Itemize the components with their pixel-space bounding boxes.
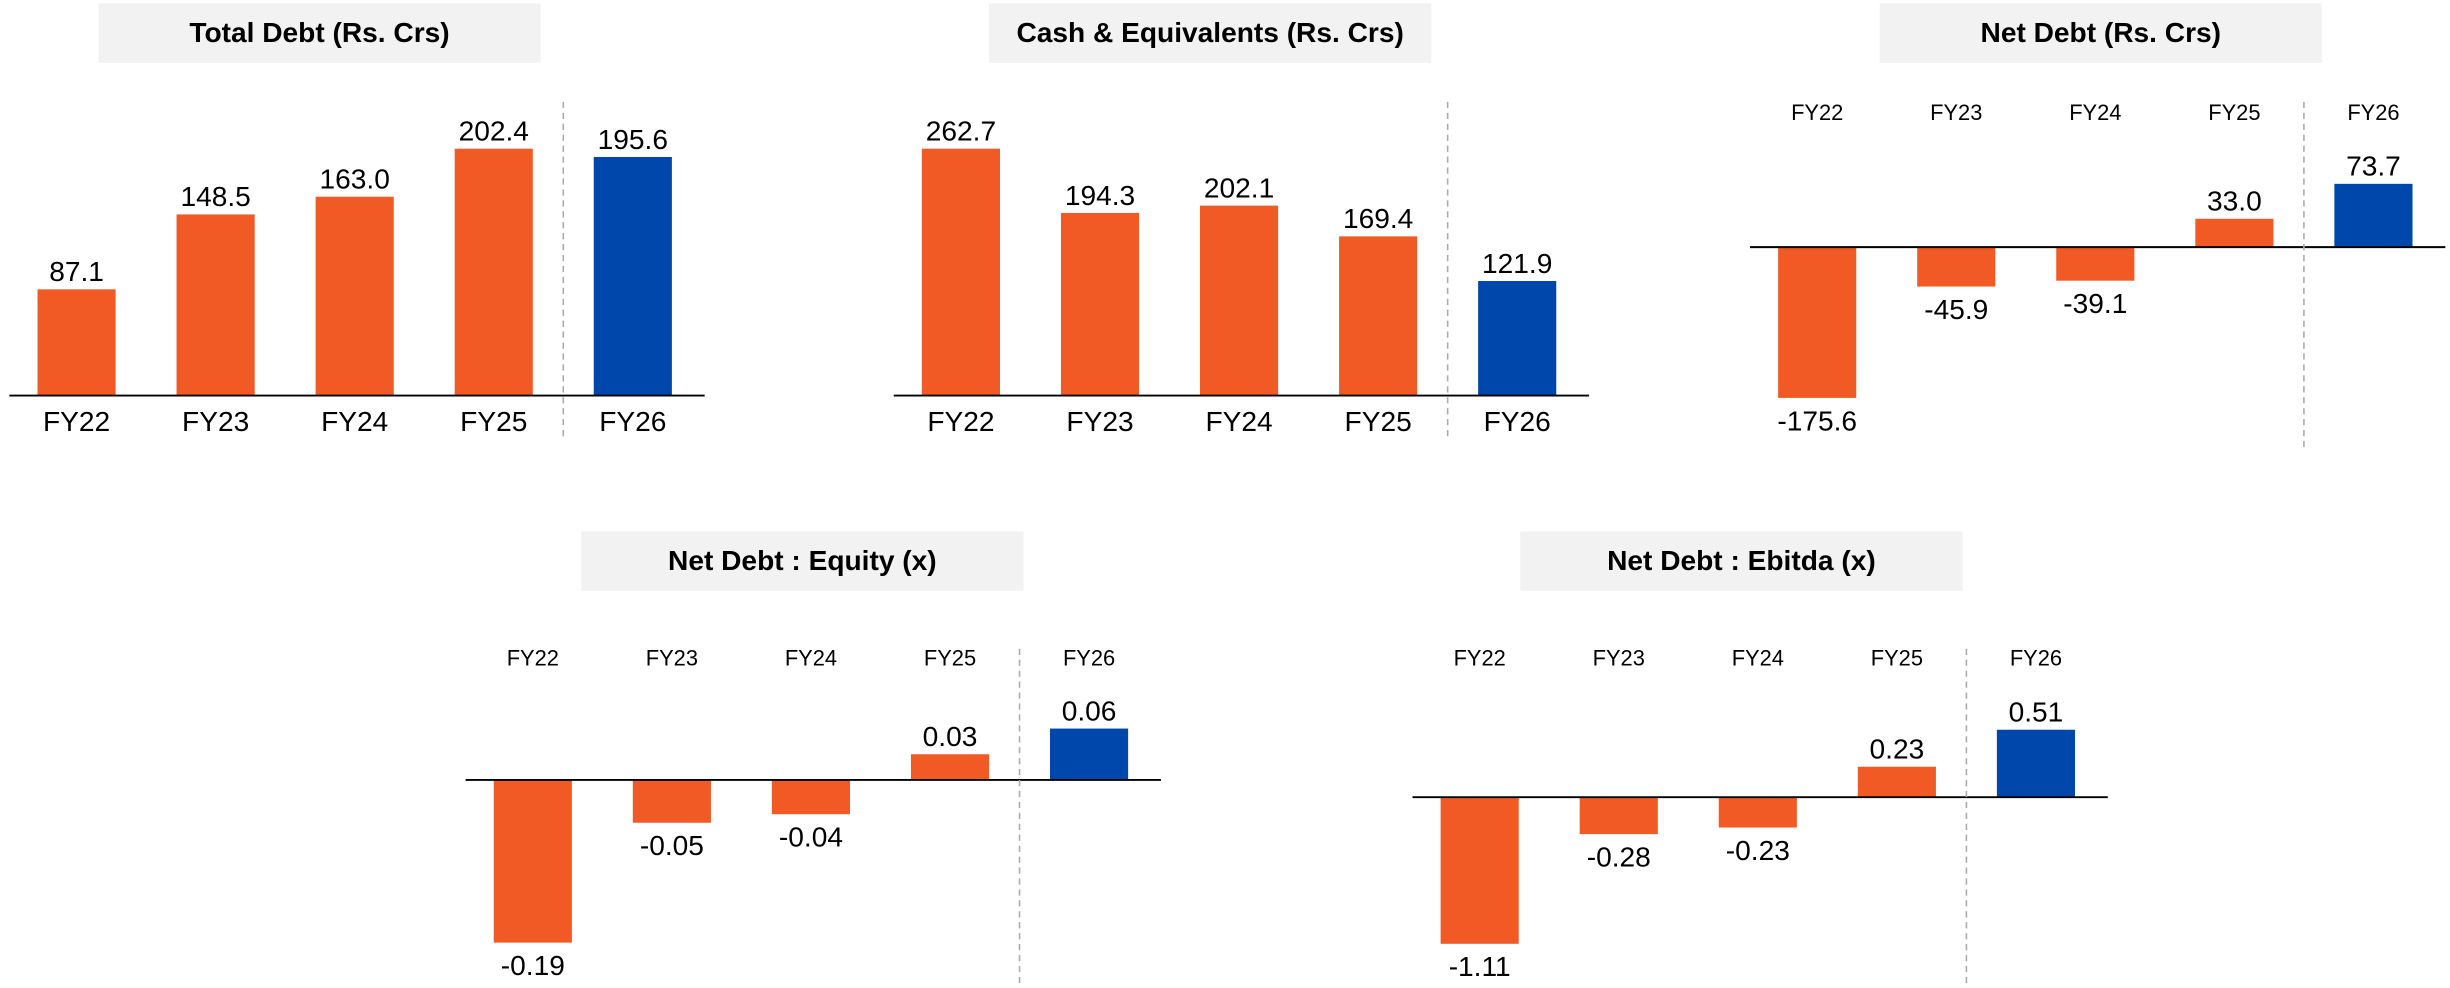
bar — [1478, 281, 1557, 396]
data-label: 87.1 — [49, 256, 104, 287]
bar — [1339, 236, 1418, 396]
bar — [1778, 247, 1857, 398]
category-label: FY22 — [1454, 645, 1506, 670]
data-label: 121.9 — [1482, 248, 1552, 279]
bar — [632, 779, 711, 823]
bar — [771, 779, 850, 815]
category-label: FY24 — [785, 645, 837, 670]
data-label: -0.19 — [501, 950, 565, 981]
category-label: FY22 — [507, 645, 559, 670]
data-label: 148.5 — [180, 181, 250, 212]
category-label: FY24 — [1732, 645, 1784, 670]
title-box — [98, 3, 541, 63]
bar — [1857, 766, 1936, 798]
category-label: FY22 — [43, 406, 110, 437]
category-label: FY25 — [1345, 406, 1412, 437]
chart-title: Net Debt (Rs. Crs) — [1981, 17, 2222, 48]
category-label: FY23 — [182, 406, 249, 437]
category-label: FY24 — [1205, 406, 1272, 437]
data-label: -1.11 — [1449, 951, 1511, 982]
data-label: 194.3 — [1065, 180, 1135, 211]
bar — [2056, 247, 2135, 281]
data-label: -39.1 — [2063, 288, 2127, 319]
data-label: 202.4 — [459, 115, 529, 146]
data-label: -0.28 — [1587, 842, 1651, 873]
data-label: 0.23 — [1870, 734, 1925, 765]
data-label: 0.06 — [1062, 695, 1117, 726]
data-label: -175.6 — [1777, 405, 1857, 436]
data-label: 33.0 — [2207, 186, 2262, 217]
bar — [1060, 212, 1140, 396]
category-label: FY26 — [599, 406, 666, 437]
bar — [1579, 797, 1658, 835]
category-label: FY24 — [2069, 100, 2121, 125]
bar — [2334, 183, 2413, 248]
bar — [176, 214, 255, 396]
category-label: FY23 — [1930, 100, 1982, 125]
title-box — [1879, 3, 2322, 63]
bar — [1050, 728, 1129, 780]
data-label: 0.51 — [2009, 697, 2064, 728]
bar — [493, 779, 572, 943]
title-box — [581, 531, 1024, 591]
bar — [454, 148, 533, 396]
bar — [2195, 218, 2274, 248]
category-label: FY26 — [2010, 645, 2062, 670]
data-label: 169.4 — [1343, 203, 1413, 234]
bar — [921, 148, 1000, 396]
bar — [1917, 247, 1996, 287]
data-label: 262.7 — [926, 115, 996, 146]
data-label: 0.03 — [923, 721, 978, 752]
title-box — [1520, 531, 1963, 591]
category-label: FY26 — [1063, 645, 1115, 670]
chart-title: Total Debt (Rs. Crs) — [189, 17, 449, 48]
bar — [1200, 205, 1279, 396]
chart-title: Net Debt : Ebitda (x) — [1607, 545, 1876, 576]
category-label: FY25 — [2208, 100, 2260, 125]
data-label: -0.04 — [779, 822, 843, 853]
category-label: FY22 — [1791, 100, 1843, 125]
category-label: FY26 — [2347, 100, 2399, 125]
data-label: 202.1 — [1204, 172, 1274, 203]
data-label: 195.6 — [598, 124, 668, 155]
bar — [593, 156, 672, 396]
category-label: FY23 — [1593, 645, 1645, 670]
category-label: FY22 — [927, 406, 994, 437]
title-box — [989, 3, 1432, 63]
chart-title: Cash & Equivalents (Rs. Crs) — [1016, 17, 1403, 48]
data-label: -0.05 — [640, 830, 704, 861]
category-label: FY26 — [1484, 406, 1551, 437]
bar — [315, 196, 394, 396]
data-label: 73.7 — [2346, 151, 2401, 182]
bar — [910, 754, 990, 780]
category-label: FY24 — [321, 406, 388, 437]
chart-title: Net Debt : Equity (x) — [668, 545, 937, 576]
category-label: FY23 — [646, 645, 698, 670]
category-label: FY23 — [1066, 406, 1133, 437]
bar — [1718, 797, 1797, 828]
bar — [1440, 797, 1519, 944]
category-label: FY25 — [460, 406, 527, 437]
bar — [1996, 729, 2075, 798]
data-label: 163.0 — [320, 164, 390, 195]
bar — [37, 289, 116, 396]
category-label: FY25 — [924, 645, 976, 670]
category-label: FY25 — [1871, 645, 1923, 670]
data-label: -0.23 — [1726, 835, 1790, 866]
data-label: -45.9 — [1924, 294, 1988, 325]
